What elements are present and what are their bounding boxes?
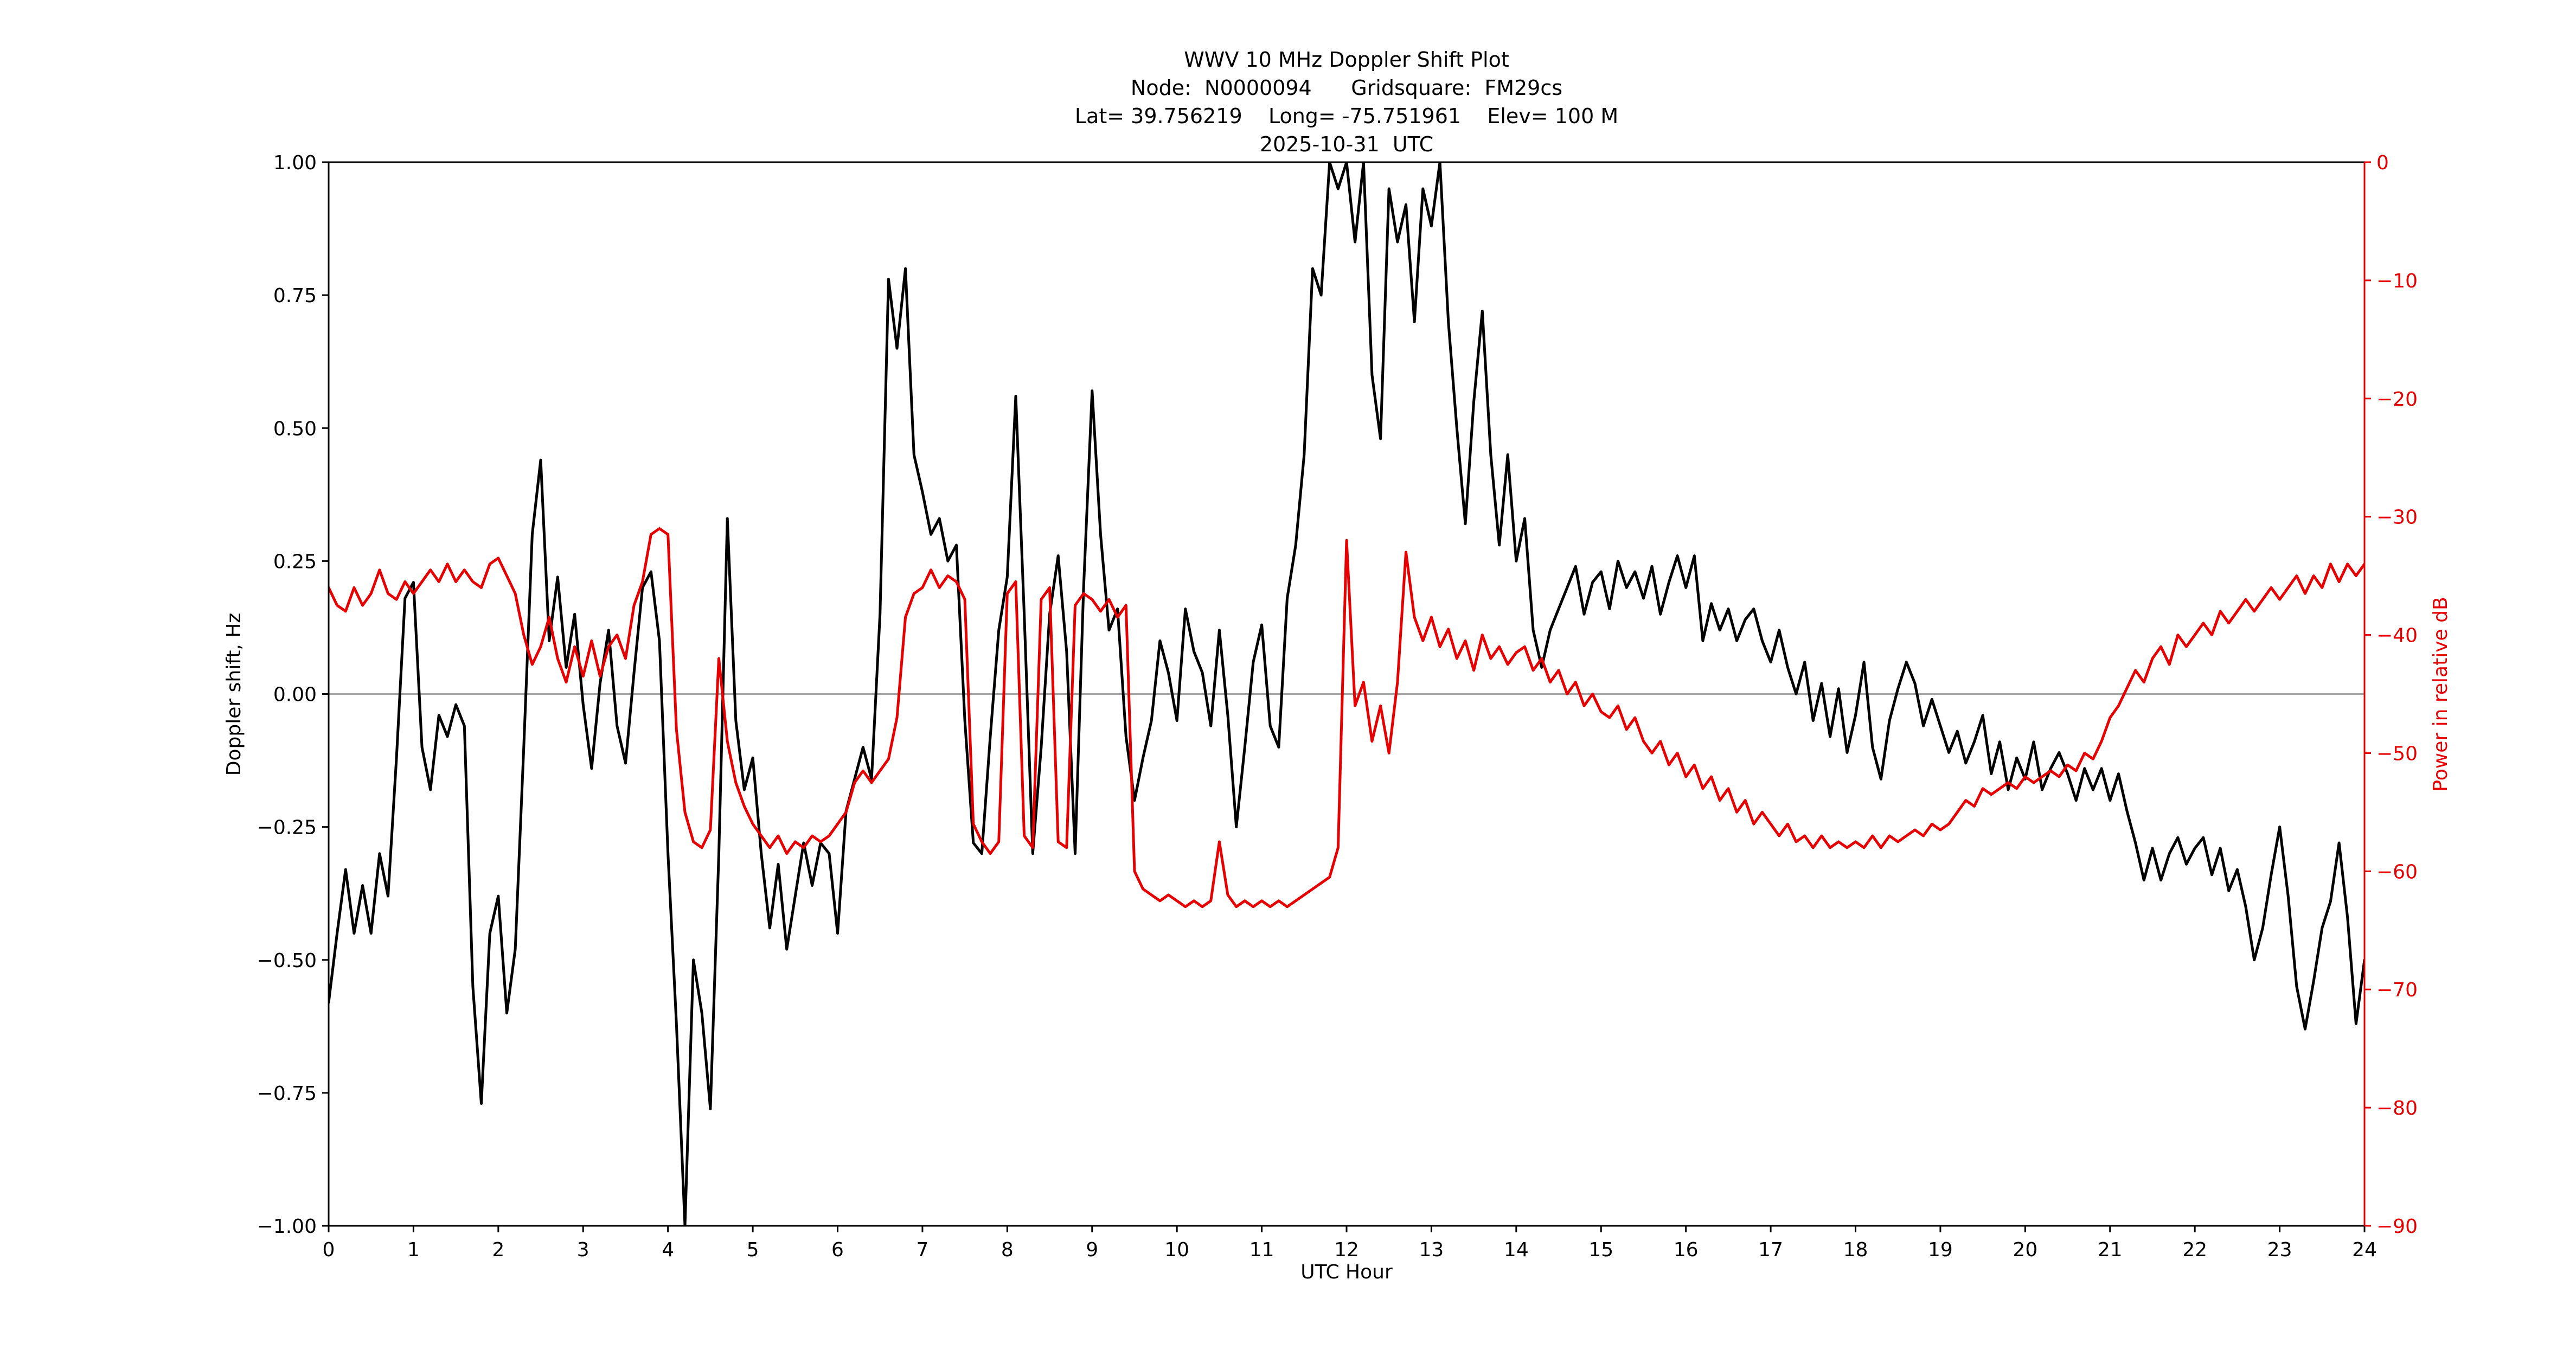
y-left-tick-label: 0.00 (273, 684, 317, 706)
x-tick-label: 22 (2182, 1239, 2207, 1261)
x-tick-label: 9 (1086, 1239, 1098, 1261)
y-right-tick-label: −90 (2376, 1216, 2418, 1238)
x-tick-label: 3 (577, 1239, 589, 1261)
title-date-utc: 2025-10-31 UTC (1259, 132, 1434, 156)
y-right-tick-label: −50 (2376, 743, 2418, 765)
y-left-tick-label: 1.00 (273, 152, 317, 174)
y-left-tick-label: −0.25 (257, 817, 317, 839)
title-lat-long-elev: Lat= 39.756219 Long= -75.751961 Elev= 10… (1074, 104, 1619, 128)
x-tick-label: 4 (662, 1239, 674, 1261)
y-right-tick-label: −80 (2376, 1097, 2418, 1120)
x-tick-label: 17 (1758, 1239, 1783, 1261)
y-left-tick-label: 0.25 (273, 551, 317, 573)
x-tick-label: 23 (2267, 1239, 2292, 1261)
y-right-tick-label: −60 (2376, 861, 2418, 883)
title-node-gridsquare: Node: N0000094 Gridsquare: FM29cs (1130, 76, 1563, 100)
y-right-tick-label: −70 (2376, 979, 2418, 1001)
x-tick-label: 21 (2098, 1239, 2123, 1261)
x-axis-label: UTC Hour (1300, 1261, 1393, 1283)
x-tick-label: 19 (1928, 1239, 1953, 1261)
y-right-tick-label: 0 (2376, 152, 2389, 174)
y-left-tick-label: −0.75 (257, 1083, 317, 1105)
x-tick-label: 18 (1843, 1239, 1868, 1261)
x-tick-label: 14 (1504, 1239, 1529, 1261)
axis-spines-left-bottom (328, 162, 2364, 1227)
x-tick-label: 13 (1419, 1239, 1444, 1261)
y-right-tick-label: −20 (2376, 388, 2418, 411)
x-tick-label: 15 (1588, 1239, 1613, 1261)
x-tick-label: 5 (747, 1239, 759, 1261)
x-tick-label: 6 (831, 1239, 844, 1261)
y-left-tick-label: 0.75 (273, 285, 317, 307)
x-tick-label: 20 (2013, 1239, 2037, 1261)
x-tick-label: 16 (1674, 1239, 1699, 1261)
title-block: WWV 10 MHz Doppler Shift Plot Node: N000… (329, 46, 2364, 158)
y-right-tick-label: −30 (2376, 507, 2418, 529)
y-left-tick-label: −1.00 (257, 1216, 317, 1238)
plot-title: WWV 10 MHz Doppler Shift Plot (1184, 48, 1509, 72)
y-right-tick-label: −10 (2376, 270, 2418, 292)
x-tick-label: 24 (2352, 1239, 2377, 1261)
x-tick-label: 1 (407, 1239, 420, 1261)
x-tick-label: 2 (492, 1239, 504, 1261)
doppler-shift-series (329, 162, 2364, 1226)
x-tick-label: 12 (1334, 1239, 1359, 1261)
x-tick-label: 7 (916, 1239, 928, 1261)
x-tick-label: 8 (1001, 1239, 1014, 1261)
y-right-tick-label: −40 (2376, 625, 2418, 647)
x-tick-label: 0 (323, 1239, 335, 1261)
y-left-tick-label: −0.50 (257, 950, 317, 972)
x-tick-label: 10 (1164, 1239, 1189, 1261)
power-series (329, 527, 2364, 909)
y-left-tick-label: 0.50 (273, 418, 317, 440)
x-tick-label: 11 (1249, 1239, 1274, 1261)
